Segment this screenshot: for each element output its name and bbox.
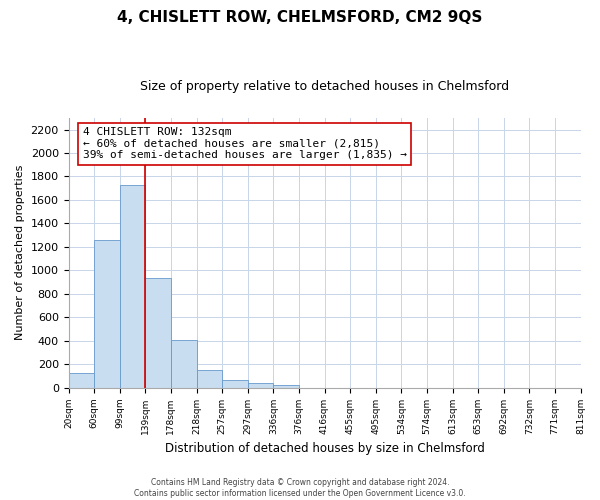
Y-axis label: Number of detached properties: Number of detached properties [15,165,25,340]
Text: 4, CHISLETT ROW, CHELMSFORD, CM2 9QS: 4, CHISLETT ROW, CHELMSFORD, CM2 9QS [118,10,482,25]
X-axis label: Distribution of detached houses by size in Chelmsford: Distribution of detached houses by size … [164,442,484,455]
Text: 4 CHISLETT ROW: 132sqm
← 60% of detached houses are smaller (2,815)
39% of semi-: 4 CHISLETT ROW: 132sqm ← 60% of detached… [83,127,407,160]
Bar [222,380,248,388]
Bar [94,240,120,388]
Text: Contains HM Land Registry data © Crown copyright and database right 2024.
Contai: Contains HM Land Registry data © Crown c… [134,478,466,498]
Bar [248,384,274,388]
Bar [145,278,171,388]
Bar [120,184,145,388]
Title: Size of property relative to detached houses in Chelmsford: Size of property relative to detached ho… [140,80,509,93]
Bar [171,340,197,388]
Bar [197,370,222,388]
Bar [68,374,94,388]
Bar [274,386,299,388]
